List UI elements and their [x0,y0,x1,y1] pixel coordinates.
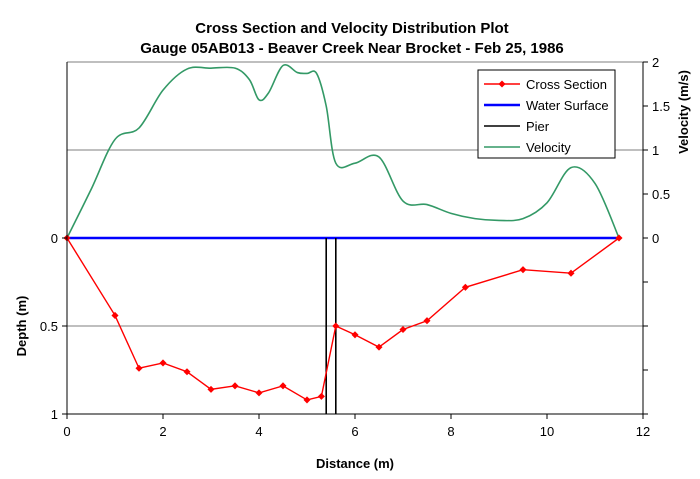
velocity-series [66,64,620,239]
cross-section-point [461,283,469,291]
legend-label-cross-section: Cross Section [526,77,607,92]
depth-axis-label: Depth (m) [14,296,29,357]
cross-section-point [375,343,383,351]
cross-section-point [519,266,527,274]
velocity-axis-label: Velocity (m/s) [676,70,691,154]
chart-title: Cross Section and Velocity Distribution … [195,20,508,37]
cross-section-point [159,359,167,367]
cross-section-point [399,325,407,334]
cross-section-point [255,389,263,397]
x-axis-label: Distance (m) [316,456,394,471]
cross-section-point [423,317,431,325]
velocity-tick-label: 0 [652,231,659,246]
velocity-tick-label: 2 [652,55,659,70]
cross-section-point [111,311,119,319]
cross-section-point [567,269,575,277]
velocity-tick-label: 1 [652,143,659,158]
velocity-tick-label: 0.5 [652,187,670,202]
cross-section-point [303,396,311,404]
x-tick-label: 6 [351,424,358,439]
velocity-tick-label: 1.5 [652,99,670,114]
cross-section-point [231,382,239,390]
cross-section-point [351,331,359,339]
chart-subtitle: Gauge 05AB013 - Beaver Creek Near Brocke… [140,40,564,57]
legend-label-pier: Pier [526,119,550,134]
x-tick-label: 4 [255,424,262,439]
x-tick-label: 8 [447,424,454,439]
cross-section-point [279,382,287,390]
depth-tick-label: 0.5 [40,319,58,334]
legend-label-water-surface: Water Surface [526,98,609,113]
depth-tick-label: 0 [51,231,58,246]
cross-section-point [183,368,191,376]
depth-tick-label: 1 [51,407,58,422]
velocity-ticks: 0 0.5 1 1.5 2 [643,55,670,415]
depth-ticks: 00.51 [40,231,67,422]
x-tick-label: 0 [63,424,70,439]
cross-section-point [332,322,340,330]
x-ticks: 0 2 4 6 8 10 12 [63,414,650,439]
cross-section-point [207,385,215,393]
legend-marker-cross-section [498,80,506,88]
x-tick-label: 10 [540,424,554,439]
cross-section-point [135,364,143,372]
cross-section-point [615,234,623,242]
cross-section-point [317,392,325,400]
x-tick-label: 2 [159,424,166,439]
x-tick-label: 12 [636,424,650,439]
legend-label-velocity: Velocity [526,140,571,155]
velocity-line [66,64,620,239]
cross-section-line [66,237,620,401]
legend: Cross Section Water Surface Pier Velocity [477,69,616,159]
